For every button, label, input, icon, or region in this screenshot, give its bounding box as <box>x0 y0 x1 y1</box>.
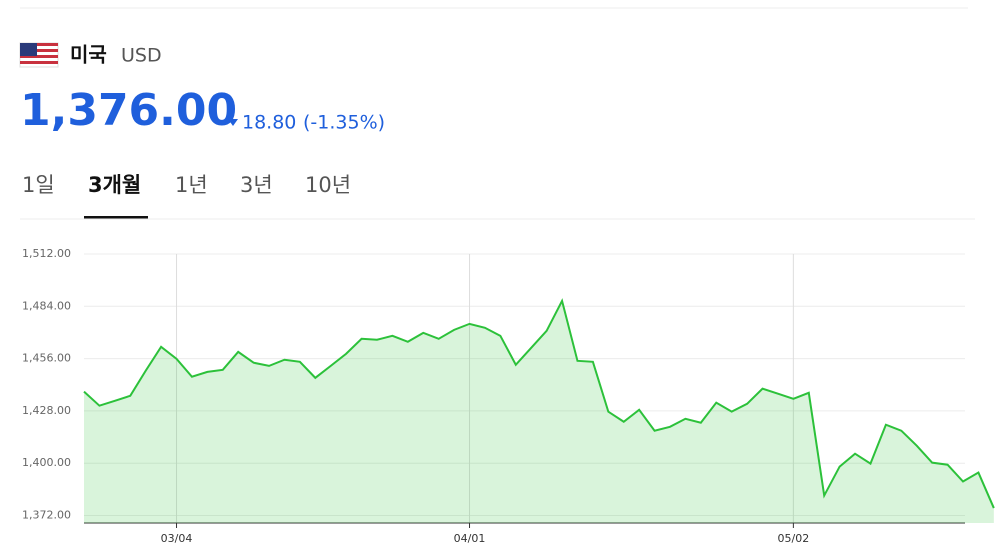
line <box>83 298 995 509</box>
y-tick-label: 1,428.00 <box>22 404 71 417</box>
country: 미국 <box>70 43 107 67</box>
tab[interactable]: 1일 <box>22 173 55 197</box>
chart: 1,372.00 1,400.00 1,428.00 1,456.00 1,484.00… <box>22 247 995 545</box>
y-tick-label: 1,512.00 <box>22 247 71 260</box>
tab[interactable]: 3년 <box>240 173 273 197</box>
tab[interactable]: 3개월 <box>88 173 141 197</box>
tab[interactable]: 1년 <box>175 173 208 197</box>
y-tick-label: 1,456.00 <box>22 352 71 365</box>
tabs: 1일 3개월 1년 3년 10년 <box>22 173 351 219</box>
down-arrow <box>228 119 238 126</box>
y-tick-label: 1,372.00 <box>22 509 71 522</box>
change: 18.80 <box>242 112 296 134</box>
currency: USD <box>121 45 162 67</box>
us-flag <box>19 42 59 68</box>
x-tick-label: 04/01 <box>454 532 486 545</box>
y-tick-label: 1,400.00 <box>22 456 71 469</box>
price: 1,376.00 <box>20 85 237 136</box>
x-tick-label: 03/04 <box>161 532 193 545</box>
y-tick-label: 1,484.00 <box>22 299 71 312</box>
change-pct: (-1.35%) <box>303 112 385 134</box>
tab-underline <box>84 216 148 219</box>
area <box>84 300 994 523</box>
x-tick-label: 05/02 <box>778 532 810 545</box>
tab[interactable]: 10년 <box>305 173 351 197</box>
